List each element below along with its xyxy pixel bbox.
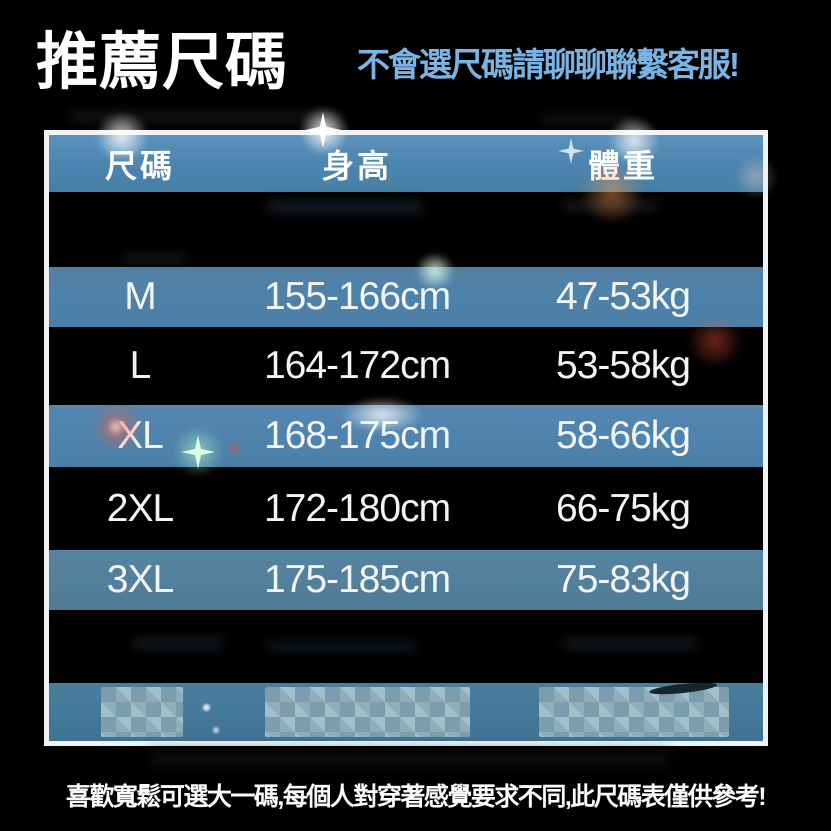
- size-cell: M: [124, 275, 157, 318]
- hidden-row: [49, 192, 763, 267]
- ghost-mark: [540, 115, 635, 124]
- weight-cell: 75-83kg: [556, 558, 691, 601]
- ghost-mark: [267, 641, 417, 651]
- table-row: L 164-172cm 53-58kg: [49, 327, 763, 405]
- table-row: M 155-166cm 47-53kg: [49, 267, 763, 327]
- weight-cell: 47-53kg: [556, 275, 691, 318]
- ghost-mark: [563, 200, 658, 211]
- censored-row: [49, 680, 763, 741]
- height-cell: 164-172cm: [263, 344, 451, 387]
- footer-note: 喜歡寬鬆可選大一碼,每個人對穿著感覺要求不同,此尺碼表僅供參考!: [65, 783, 767, 811]
- ghost-mark: [150, 752, 670, 766]
- height-cell: 155-166cm: [263, 275, 451, 318]
- table-row: XL 168-175cm 58-66kg: [49, 405, 763, 467]
- ghost-mark: [563, 638, 698, 649]
- height-cell: 168-175cm: [263, 414, 451, 457]
- column-header-weight: 體重: [587, 147, 658, 184]
- size-table: 尺碼 身高 體重 M 155-166cm 47-53kg L 164-172cm…: [44, 130, 768, 746]
- pixelated-block: [101, 687, 183, 737]
- ghost-mark: [68, 111, 328, 122]
- height-cell: 172-180cm: [263, 486, 451, 530]
- table-header-row: 尺碼 身高 體重: [49, 135, 763, 192]
- size-cell: L: [129, 344, 152, 387]
- size-cell: XL: [117, 414, 164, 457]
- ghost-mark: [267, 200, 422, 213]
- weight-cell: 66-75kg: [556, 486, 691, 530]
- table-row: 2XL 172-180cm 66-75kg: [49, 467, 763, 550]
- hidden-row: [49, 610, 763, 683]
- size-cell: 3XL: [106, 558, 174, 601]
- pixelated-block: [265, 687, 470, 737]
- page-title: 推薦尺碼: [36, 28, 289, 97]
- weight-cell: 58-66kg: [556, 414, 691, 457]
- ghost-mark: [123, 254, 188, 264]
- weight-cell: 53-58kg: [556, 344, 691, 387]
- column-header-size: 尺碼: [104, 147, 175, 184]
- column-header-height: 身高: [321, 147, 392, 184]
- size-cell: 2XL: [106, 486, 174, 530]
- table-row: 3XL 175-185cm 75-83kg: [49, 550, 763, 610]
- contact-service-note: 不會選尺碼請聊聊聯繫客服!: [357, 46, 740, 83]
- height-cell: 175-185cm: [263, 558, 451, 601]
- pixelated-block: [539, 687, 729, 737]
- ghost-mark: [133, 637, 223, 649]
